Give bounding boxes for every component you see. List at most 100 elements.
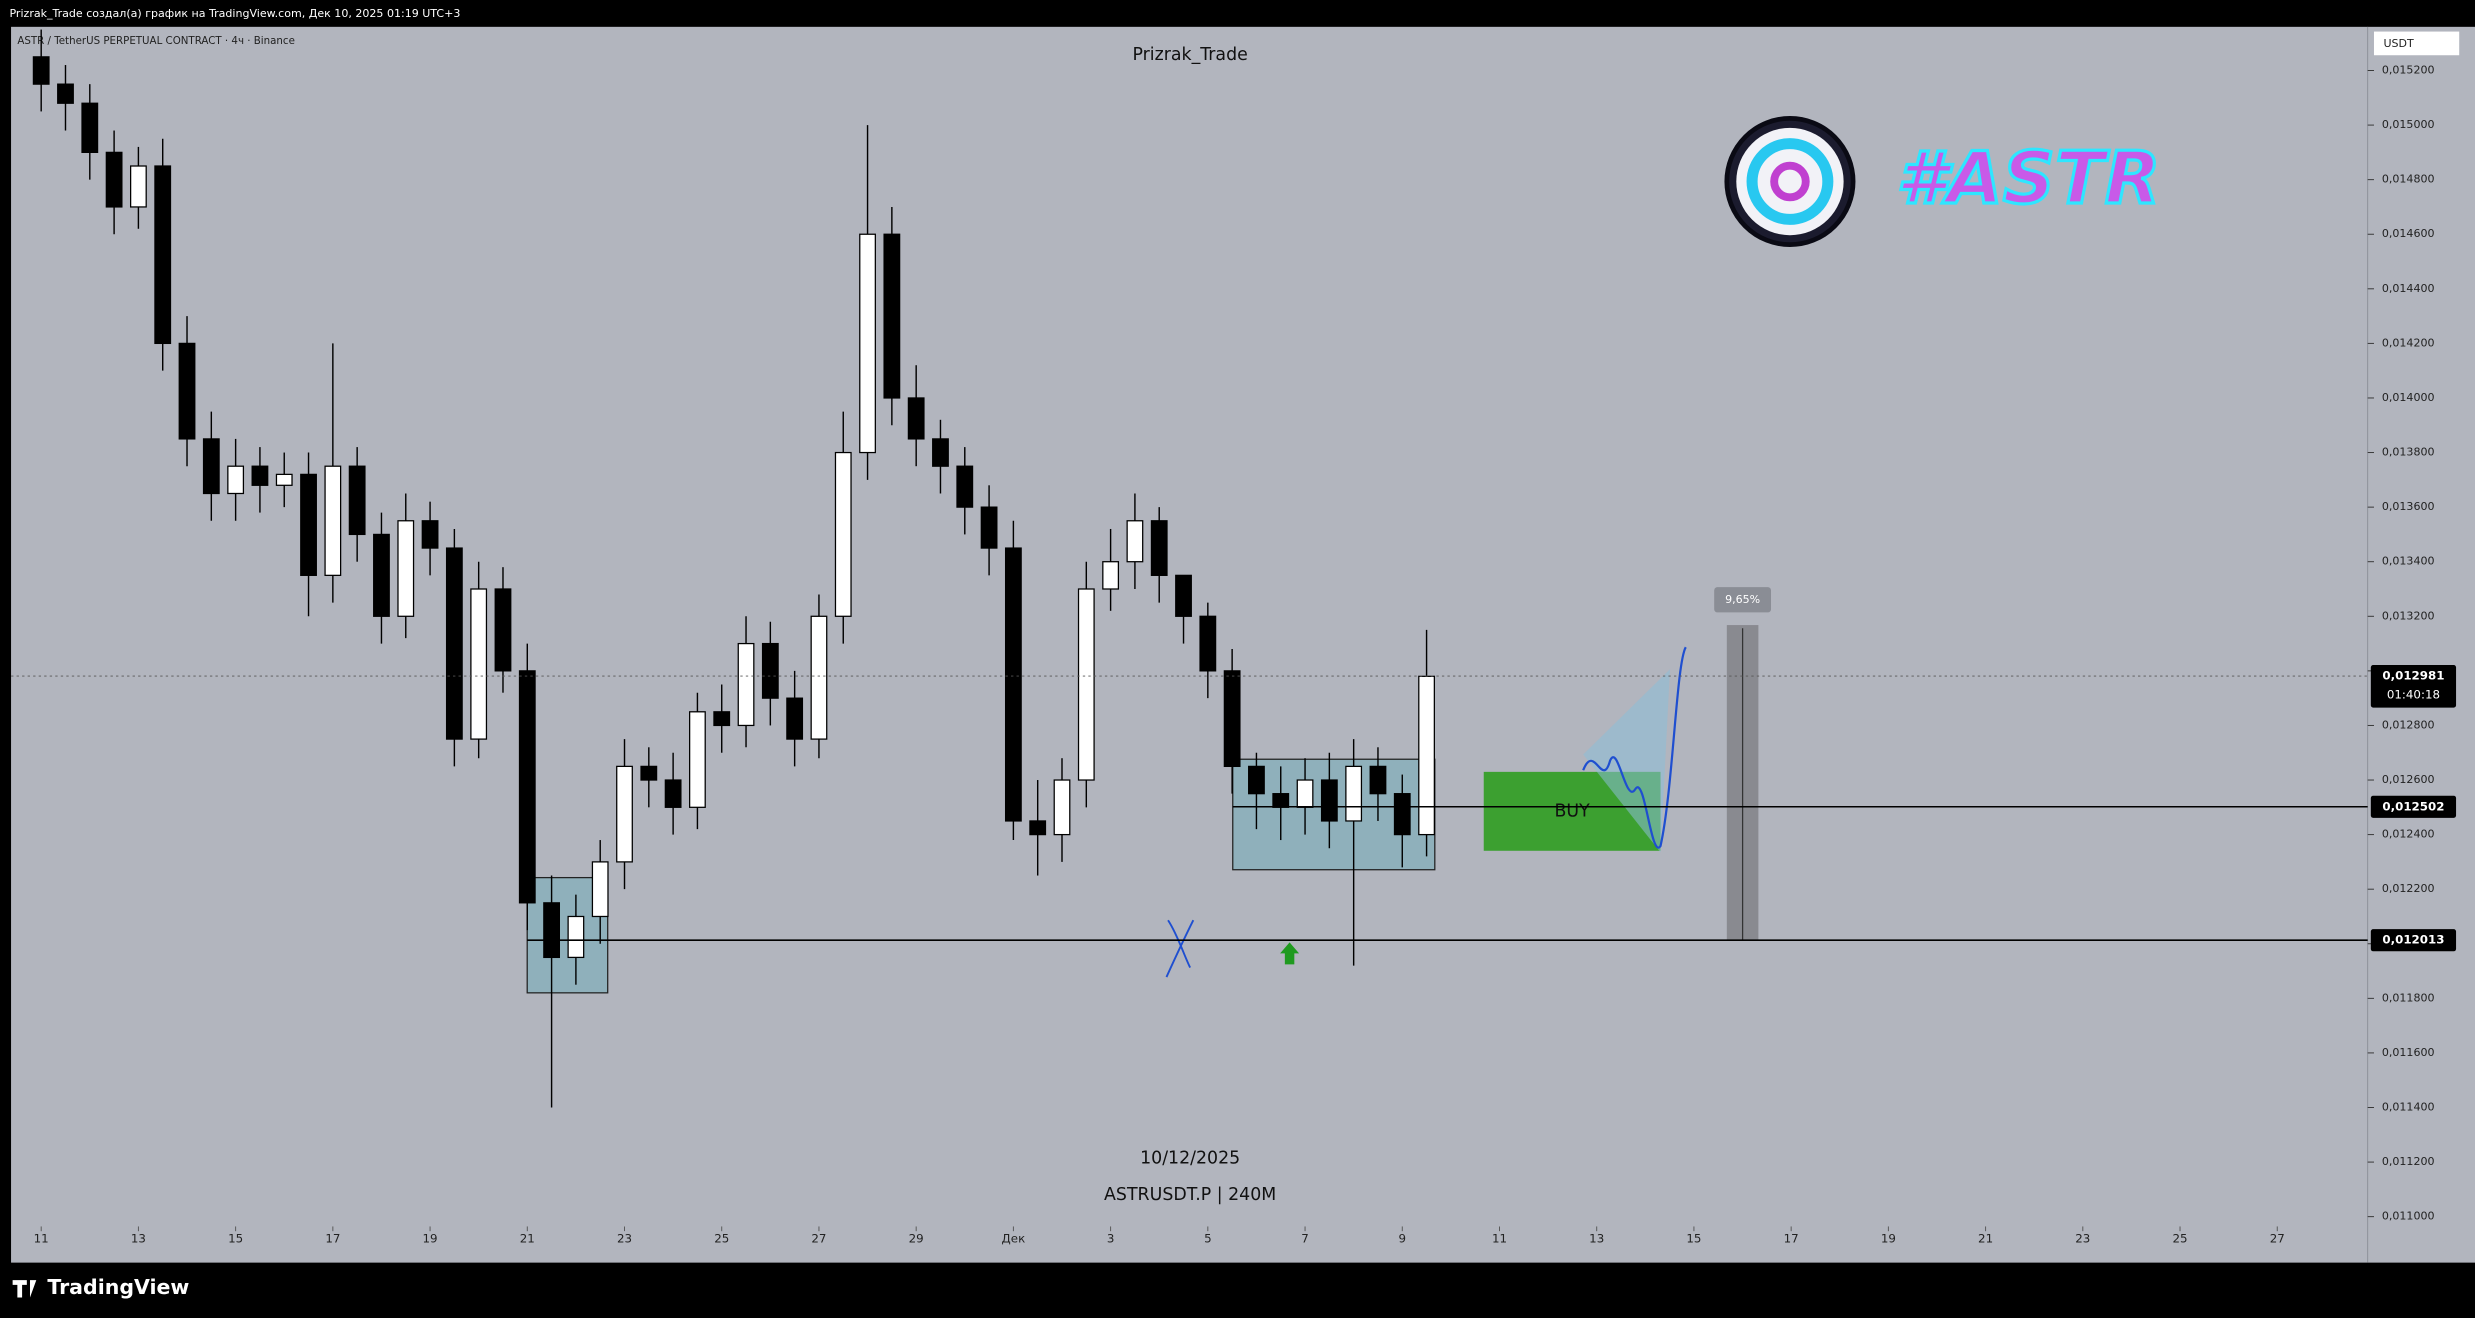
candle-body xyxy=(932,438,949,467)
x-tick-label: 25 xyxy=(714,1232,729,1246)
candle-body xyxy=(907,397,925,440)
y-tick-label: 0,013400 xyxy=(2382,555,2435,568)
price-label-box xyxy=(2370,795,2457,818)
candle-body xyxy=(810,615,828,740)
candle-body xyxy=(737,642,755,727)
x-tick-label: 13 xyxy=(1589,1232,1604,1246)
price-label-box xyxy=(2370,929,2457,952)
y-tick-label: 0,015000 xyxy=(2382,118,2435,131)
y-tick-label: 0,014800 xyxy=(2382,173,2435,186)
candle-body xyxy=(227,465,245,495)
candle-body xyxy=(202,438,220,495)
candle-body xyxy=(859,233,876,454)
candle-body xyxy=(689,711,706,808)
candle-body xyxy=(154,165,172,345)
candle-body xyxy=(324,465,342,576)
candle-body xyxy=(1345,765,1363,822)
watermark-symbol: ASTRUSDT.P | 240M xyxy=(1104,1185,1276,1205)
y-tick-label: 0,014200 xyxy=(2382,336,2435,349)
x-tick-label: 11 xyxy=(1492,1232,1507,1246)
candle-body xyxy=(956,465,974,508)
candle-body xyxy=(494,588,512,672)
logo-mark xyxy=(1746,138,1834,225)
y-tick-label: 0,011800 xyxy=(2382,991,2435,1004)
candle-body xyxy=(883,233,901,399)
x-tick-label: 21 xyxy=(1978,1232,1993,1246)
x-tick-label: 25 xyxy=(2172,1232,2187,1246)
footer-brand: TradingView xyxy=(47,1275,189,1299)
marks: 0,011000 0,011200 0,011400 0,011600 0,011800… xyxy=(11,29,2457,1246)
price-label: 0,012502 xyxy=(2382,799,2444,813)
currency-label: USDT xyxy=(2383,37,2414,50)
candle-body xyxy=(1077,588,1095,781)
y-tick-label: 0,012600 xyxy=(2382,773,2435,786)
y-tick-label: 0,011600 xyxy=(2382,1046,2435,1059)
x-tick-label: 11 xyxy=(34,1232,49,1246)
measure-label: 9,65% xyxy=(1725,593,1760,606)
logo-core xyxy=(1770,161,1810,202)
candle-body xyxy=(1272,793,1290,808)
x-tick-label: 23 xyxy=(2075,1232,2090,1246)
x-tick-label: 27 xyxy=(811,1232,826,1246)
y-tick-label: 0,014400 xyxy=(2382,282,2435,295)
candle-body xyxy=(591,861,609,918)
x-tick-label: 27 xyxy=(2270,1232,2285,1246)
price-label-box xyxy=(2370,665,2457,708)
candle-body xyxy=(1369,765,1387,795)
x-tick-label: 29 xyxy=(909,1232,924,1246)
y-tick-label: 0,014600 xyxy=(2382,227,2435,240)
plot-background xyxy=(11,26,2475,1263)
candle-body xyxy=(178,342,196,440)
candle-body xyxy=(1320,779,1338,822)
x-tick-label: 21 xyxy=(520,1232,535,1246)
x-tick-label: 23 xyxy=(617,1232,632,1246)
currency-box xyxy=(2373,31,2460,56)
candle-body xyxy=(57,83,74,104)
x-tick-label: 3 xyxy=(1107,1232,1115,1246)
candle-body xyxy=(445,547,463,740)
countdown-label: 01:40:18 xyxy=(2387,687,2440,701)
candle-body xyxy=(1393,793,1411,836)
candle-body xyxy=(1223,670,1241,768)
candle-body xyxy=(105,151,123,208)
price-label: 0,012981 xyxy=(2382,669,2444,683)
candle-body xyxy=(1004,547,1022,822)
x-tick-label: 13 xyxy=(131,1232,146,1246)
candle-body xyxy=(251,465,269,486)
chart-title: Prizrak_Trade xyxy=(1133,45,1248,65)
candle-body xyxy=(32,56,50,85)
candle-body xyxy=(1029,820,1047,836)
candle-body xyxy=(518,670,536,904)
x-tick-label: 17 xyxy=(1784,1232,1799,1246)
x-tick-label: 7 xyxy=(1301,1232,1309,1246)
y-tick-label: 0,014000 xyxy=(2382,391,2435,404)
y-tick-label: 0,013800 xyxy=(2382,446,2435,459)
candle-body xyxy=(761,642,779,699)
candle-body xyxy=(1150,520,1168,576)
x-tick-label: 5 xyxy=(1204,1232,1212,1246)
candle-body xyxy=(300,473,317,576)
candle-body xyxy=(1418,675,1435,836)
measure-label-box xyxy=(1714,587,1772,613)
candle-body xyxy=(373,533,390,617)
y-tick-label: 0,011000 xyxy=(2382,1210,2435,1223)
y-tick-label: 0,013200 xyxy=(2382,609,2435,622)
candle-body xyxy=(713,711,731,727)
candle-body xyxy=(397,520,415,617)
y-tick-label: 0,011400 xyxy=(2382,1100,2435,1113)
candle-body xyxy=(786,697,804,740)
candle-body xyxy=(1175,574,1192,617)
y-tick-label: 0,015200 xyxy=(2382,63,2435,76)
candle-body xyxy=(81,102,99,153)
y-tick-label: 0,011200 xyxy=(2382,1155,2435,1168)
candle-body xyxy=(1053,779,1071,836)
buy-label: BUY xyxy=(1555,801,1591,821)
symbol-text: ASTR / TetherUS PERPETUAL CONTRACT · 4ч … xyxy=(17,35,295,47)
x-tick-label: 17 xyxy=(325,1232,340,1246)
candle-body xyxy=(543,902,561,959)
candle-body xyxy=(1102,561,1120,590)
candle-body xyxy=(980,506,998,549)
candle-body xyxy=(640,765,658,781)
candle-body xyxy=(129,165,147,208)
